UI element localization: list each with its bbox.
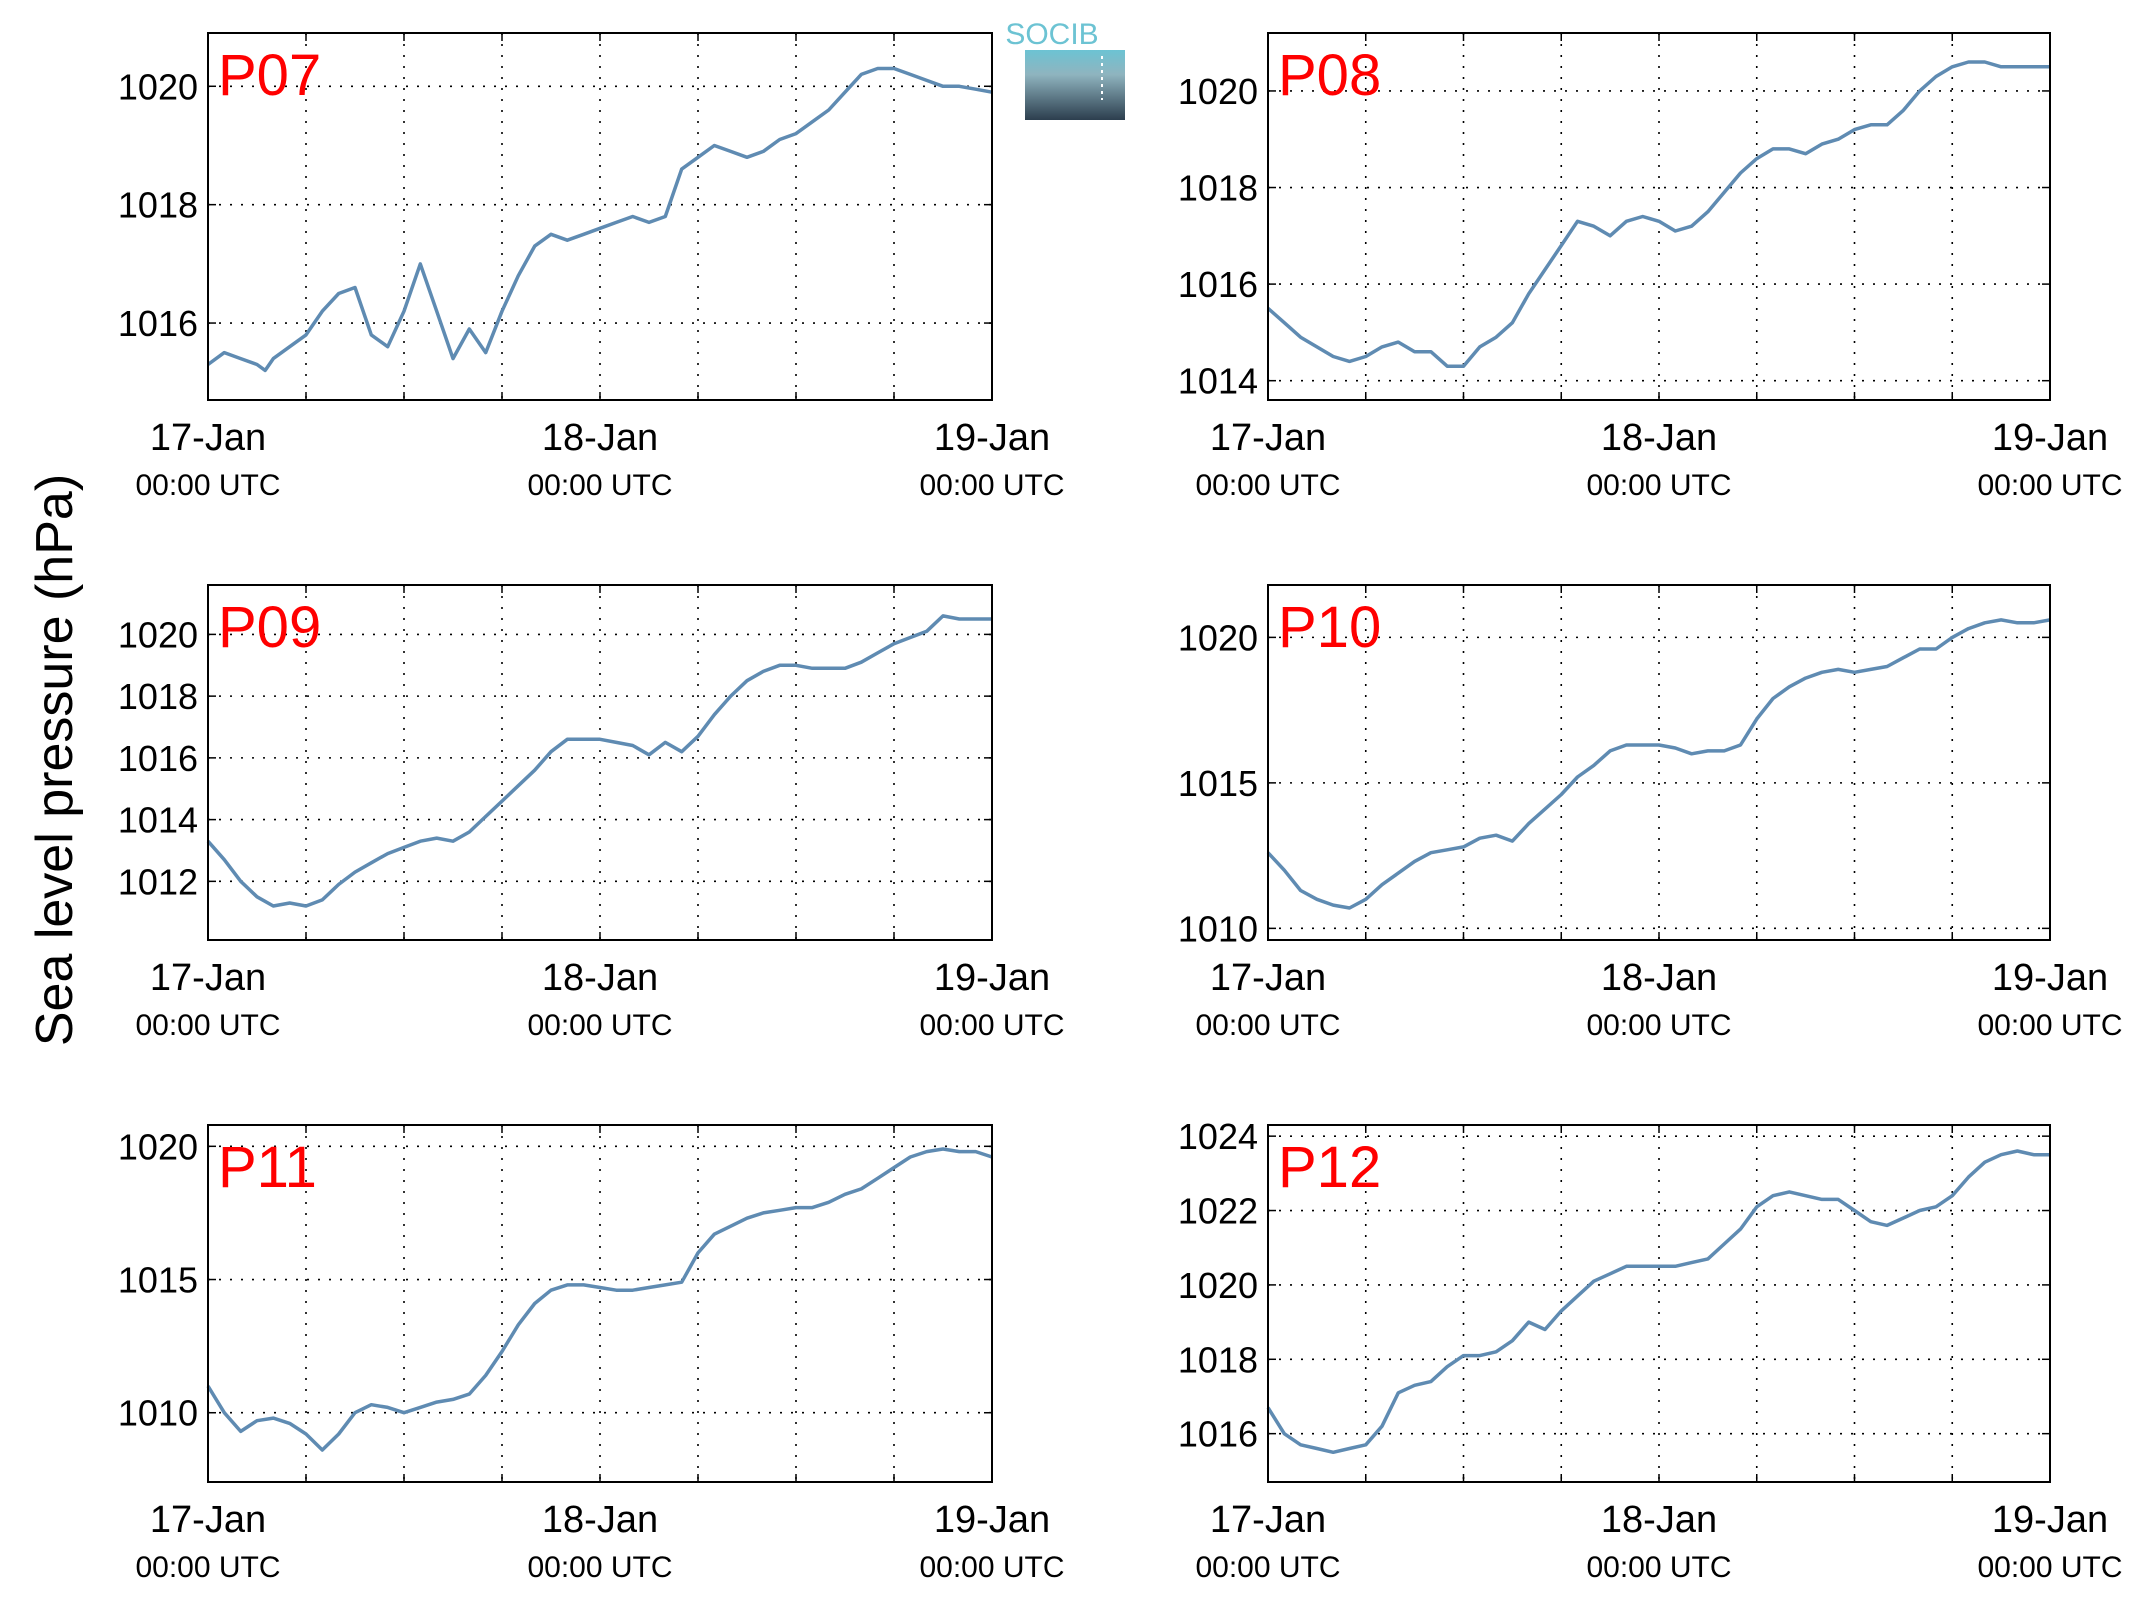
axes-frame	[207, 32, 993, 401]
pressure-series-line	[206, 614, 992, 908]
panel-label: P09	[218, 595, 321, 660]
panel-p12: 1016 1018 1020 1022 1024 P12 17-Jan 00:00 UTC 18…	[1178, 1116, 2123, 1584]
y-tick-label: 1020	[1178, 617, 1258, 658]
x-tick-label: 19-Jan	[1992, 417, 2108, 459]
panel-label: P11	[218, 1135, 317, 1200]
y-tick-label: 1015	[118, 1260, 198, 1301]
x-tick-sublabel: 00:00 UTC	[1977, 1009, 2122, 1042]
y-tick-label: 1018	[118, 676, 198, 717]
x-tick-sublabel: 00:00 UTC	[1977, 1551, 2122, 1584]
x-tick-sublabel: 00:00 UTC	[135, 469, 280, 502]
y-tick-label: 1018	[1178, 168, 1258, 209]
x-tick-label: 19-Jan	[934, 1499, 1050, 1541]
x-tick-sublabel: 00:00 UTC	[135, 1551, 280, 1584]
x-tick-sublabel: 00:00 UTC	[1195, 1551, 1340, 1584]
panel-p09: 1012 1014 1016 1018 1020 P09 17-Jan 00:00 UTC 18…	[118, 584, 1065, 1042]
x-tick-sublabel: 00:00 UTC	[1195, 1009, 1340, 1042]
x-tick-label: 17-Jan	[150, 957, 266, 999]
y-tick-label: 1015	[1178, 763, 1258, 804]
pressure-series-line	[1266, 60, 2050, 368]
panel-p08: 1014 1016 1018 1020 P08 17-Jan 00:00 UTC 18-Jan…	[1178, 32, 2123, 502]
pressure-series-line	[206, 66, 993, 373]
x-tick-sublabel: 00:00 UTC	[135, 1009, 280, 1042]
y-tick-label: 1016	[1178, 1414, 1258, 1455]
x-tick-sublabel: 00:00 UTC	[527, 1009, 672, 1042]
x-tick-label: 17-Jan	[1210, 417, 1326, 459]
panel-label: P07	[218, 43, 321, 108]
x-tick-label: 17-Jan	[1210, 1499, 1326, 1541]
x-tick-sublabel: 00:00 UTC	[527, 1551, 672, 1584]
y-tick-label: 1016	[118, 303, 198, 344]
x-tick-sublabel: 00:00 UTC	[919, 1551, 1064, 1584]
x-tick-label: 19-Jan	[1992, 1499, 2108, 1541]
x-tick-label: 18-Jan	[542, 417, 658, 459]
y-tick-label: 1016	[1178, 264, 1258, 305]
axes-frame	[1267, 32, 2051, 401]
y-tick-label: 1020	[118, 1126, 198, 1167]
pressure-series-line	[1266, 618, 2051, 910]
x-tick-label: 18-Jan	[542, 1499, 658, 1541]
panel-label: P08	[1278, 43, 1381, 108]
panel-label: P12	[1278, 1135, 1381, 1200]
axes-frame	[207, 1124, 993, 1483]
x-tick-label: 19-Jan	[1992, 957, 2108, 999]
pressure-series-line	[1266, 1149, 2050, 1455]
x-tick-label: 17-Jan	[1210, 957, 1326, 999]
x-tick-sublabel: 00:00 UTC	[919, 469, 1064, 502]
y-tick-label: 1010	[1178, 908, 1258, 949]
panel-label: P10	[1278, 595, 1381, 660]
y-tick-label: 1022	[1178, 1191, 1258, 1232]
y-tick-label: 1012	[118, 861, 198, 902]
y-tick-label: 1020	[1178, 1265, 1258, 1306]
x-tick-sublabel: 00:00 UTC	[527, 469, 672, 502]
x-tick-sublabel: 00:00 UTC	[1586, 1009, 1731, 1042]
y-tick-label: 1020	[118, 614, 198, 655]
x-tick-label: 18-Jan	[1601, 957, 1717, 999]
x-tick-label: 17-Jan	[150, 417, 266, 459]
y-tick-label: 1010	[118, 1393, 198, 1434]
x-tick-sublabel: 00:00 UTC	[919, 1009, 1064, 1042]
y-tick-label: 1016	[118, 738, 198, 779]
panel-p07: 1016 1018 1020 P07 17-Jan 00:00 UTC 18-Jan 00:0…	[118, 32, 1065, 502]
x-tick-label: 17-Jan	[150, 1499, 266, 1541]
axes-frame	[1267, 584, 2051, 941]
panel-p10: 1010 1015 1020 P10 17-Jan 00:00 UTC 18-Jan 00:0…	[1178, 584, 2123, 1042]
x-tick-sublabel: 00:00 UTC	[1195, 469, 1340, 502]
y-tick-label: 1024	[1178, 1116, 1258, 1157]
panel-p11: 1010 1015 1020 P11 17-Jan 00:00 UTC 18-Jan 00:0…	[118, 1124, 1065, 1584]
x-tick-sublabel: 00:00 UTC	[1977, 469, 2122, 502]
x-tick-label: 18-Jan	[542, 957, 658, 999]
y-tick-label: 1020	[118, 66, 198, 107]
x-tick-label: 18-Jan	[1601, 417, 1717, 459]
axes-frame	[207, 584, 993, 941]
y-axis-label: Sea level pressure (hPa)	[26, 474, 84, 1046]
pressure-series-line	[206, 1147, 993, 1452]
logo-text: SOCIB	[1005, 18, 1098, 51]
y-tick-label: 1014	[118, 800, 198, 841]
y-tick-label: 1018	[1178, 1339, 1258, 1380]
x-tick-sublabel: 00:00 UTC	[1586, 1551, 1731, 1584]
x-tick-label: 19-Jan	[934, 957, 1050, 999]
y-tick-label: 1018	[118, 185, 198, 226]
y-tick-label: 1014	[1178, 361, 1258, 402]
x-tick-label: 19-Jan	[934, 417, 1050, 459]
x-tick-sublabel: 00:00 UTC	[1586, 469, 1731, 502]
y-tick-label: 1020	[1178, 71, 1258, 112]
socib-logo: SOCIB	[1005, 18, 1125, 120]
axes-frame	[1267, 1124, 2051, 1483]
x-tick-label: 18-Jan	[1601, 1499, 1717, 1541]
